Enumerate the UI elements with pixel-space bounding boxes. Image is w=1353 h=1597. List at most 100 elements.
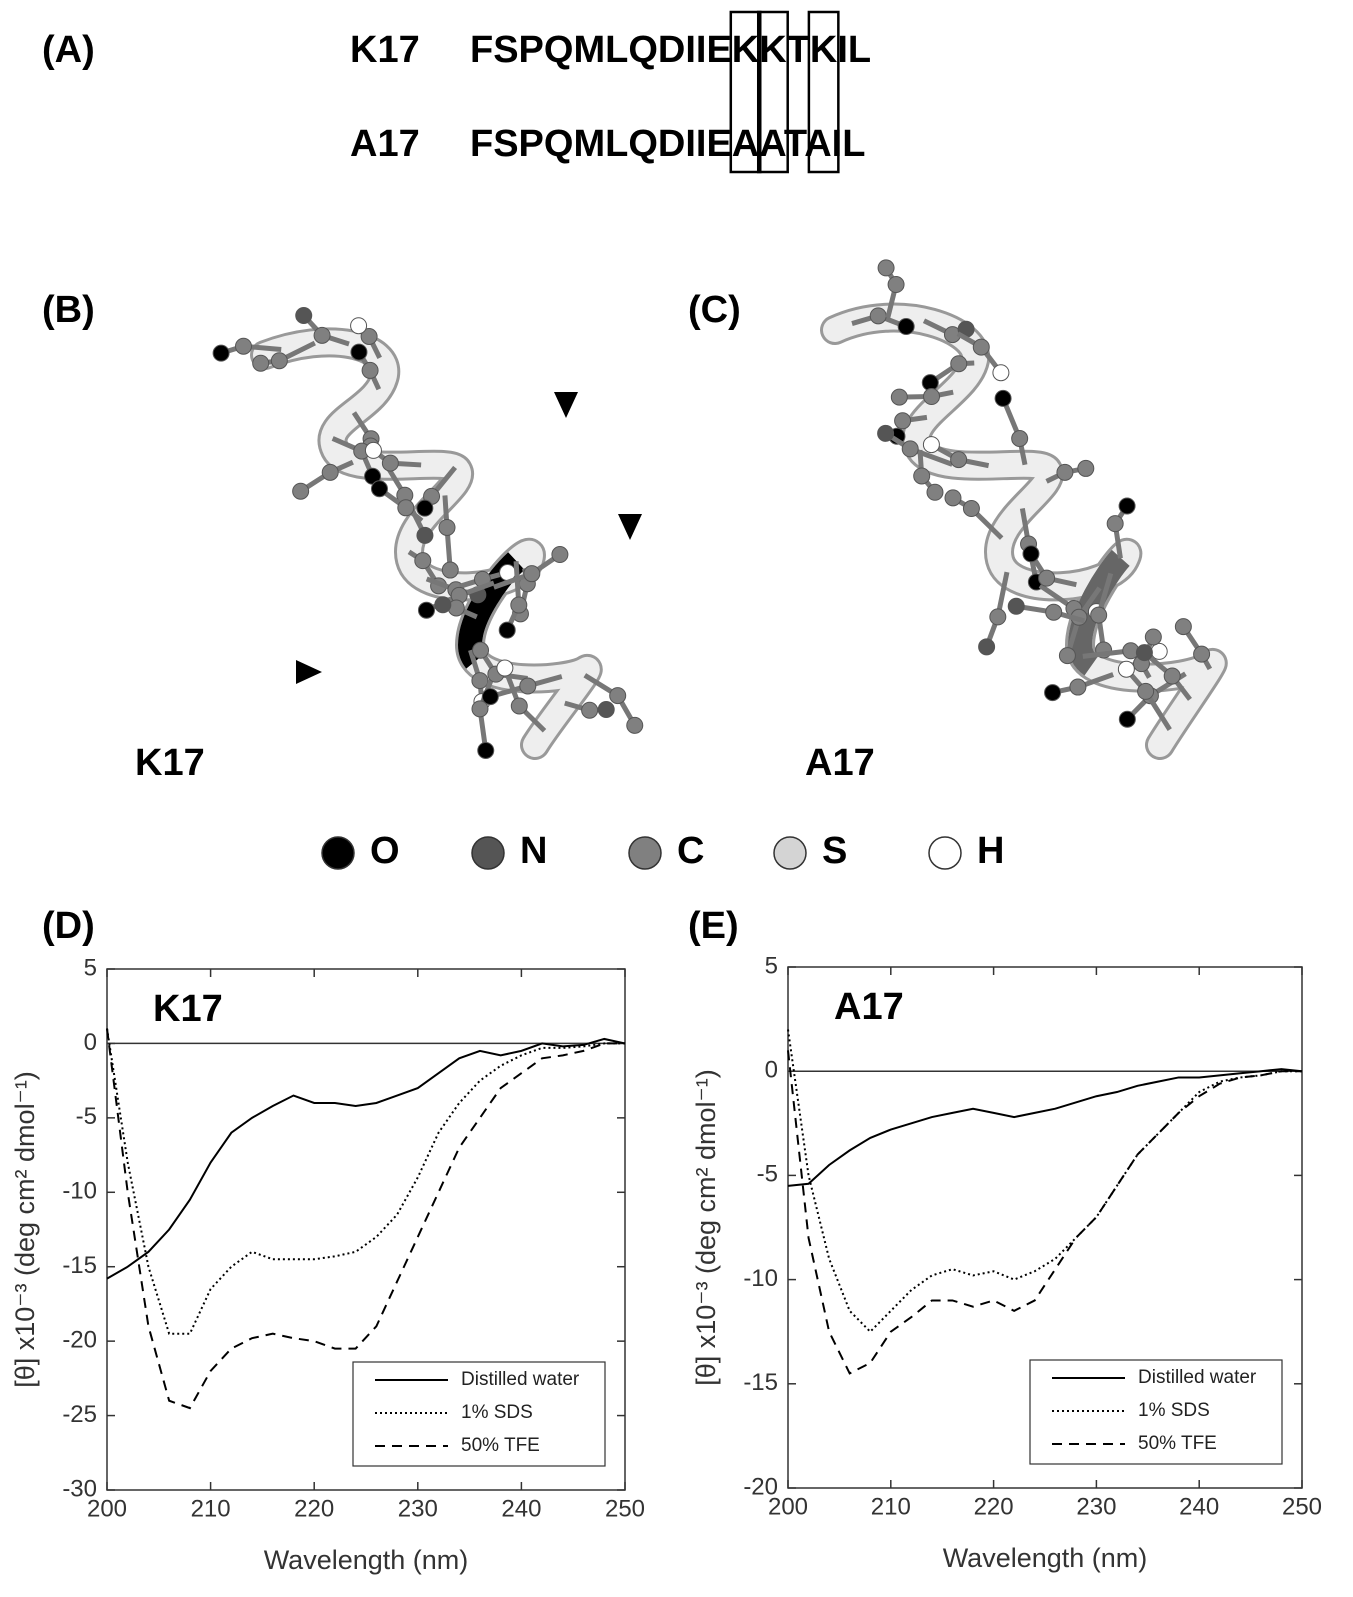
atom xyxy=(993,365,1009,381)
atom xyxy=(235,338,251,354)
x-tick-label: 220 xyxy=(294,1495,334,1522)
atom xyxy=(927,484,943,500)
atom xyxy=(923,437,939,453)
atom xyxy=(627,717,643,733)
atom xyxy=(1012,431,1028,447)
atom xyxy=(1164,668,1180,684)
series-line xyxy=(107,1029,625,1409)
x-tick-label: 220 xyxy=(974,1493,1014,1520)
atom xyxy=(1175,619,1191,635)
atom xyxy=(1046,604,1062,620)
atom xyxy=(924,389,940,405)
series-line xyxy=(788,1050,1302,1373)
atom xyxy=(891,389,907,405)
atom xyxy=(417,527,433,543)
legend-label: Distilled water xyxy=(1138,1367,1257,1388)
arrowhead xyxy=(296,660,322,684)
atom xyxy=(472,673,488,689)
atom xyxy=(1039,570,1055,586)
atom xyxy=(322,464,338,480)
atom xyxy=(253,355,269,371)
atom xyxy=(482,689,498,705)
legend-label: 1% SDS xyxy=(1138,1400,1210,1421)
atom xyxy=(213,345,229,361)
sequence: FSPQMLQDIIEKKTKIL xyxy=(470,29,871,71)
atom xyxy=(1138,683,1154,699)
figure: (A) K17 FSPQMLQDIIEKKTKIL A17 FSPQMLQDII… xyxy=(0,0,1353,1597)
atom xyxy=(995,390,1011,406)
atom xyxy=(1070,679,1086,695)
atom xyxy=(898,319,914,335)
atom xyxy=(1107,516,1123,532)
sequence-name: K17 xyxy=(350,29,420,71)
atom xyxy=(435,597,451,613)
sequence: FSPQMLQDIIEAATAIL xyxy=(470,123,865,165)
atom xyxy=(1145,629,1161,645)
atom xyxy=(945,490,961,506)
atom xyxy=(951,356,967,372)
atom xyxy=(524,566,540,582)
legend-label: H xyxy=(977,830,1004,872)
atom xyxy=(439,519,455,535)
atom xyxy=(1091,607,1107,623)
atom xyxy=(1059,648,1075,664)
atom xyxy=(371,481,387,497)
panel-label: (B) xyxy=(42,289,95,331)
atom xyxy=(473,642,489,658)
y-tick-label: -25 xyxy=(62,1401,97,1428)
atom xyxy=(314,327,330,343)
atom xyxy=(415,553,431,569)
series-line xyxy=(107,1029,625,1334)
arrowhead xyxy=(554,392,578,418)
legend-swatch xyxy=(629,837,661,869)
y-axis-label: [θ] x10⁻³ (deg cm² dmol⁻¹) xyxy=(10,1071,40,1388)
legend-swatch xyxy=(322,837,354,869)
structure xyxy=(835,260,1213,745)
x-tick-label: 240 xyxy=(501,1495,541,1522)
x-tick-label: 240 xyxy=(1179,1493,1219,1520)
y-tick-label: 0 xyxy=(765,1057,778,1084)
legend-label: S xyxy=(822,830,847,872)
x-tick-label: 250 xyxy=(1282,1493,1322,1520)
legend-swatch xyxy=(929,837,961,869)
atom xyxy=(511,698,527,714)
atom xyxy=(271,353,287,369)
legend-label: N xyxy=(520,830,547,872)
atom xyxy=(878,425,894,441)
structure-name: A17 xyxy=(805,742,875,784)
series-line xyxy=(107,1039,625,1279)
atom xyxy=(1008,598,1024,614)
sequence-name: A17 xyxy=(350,123,420,165)
y-tick-label: -5 xyxy=(757,1161,778,1188)
atom xyxy=(1078,460,1094,476)
atom xyxy=(497,660,513,676)
atom xyxy=(902,441,918,457)
panel-label: (A) xyxy=(42,29,95,71)
atom xyxy=(870,308,886,324)
legend-label: 50% TFE xyxy=(1138,1433,1217,1454)
atom xyxy=(582,702,598,718)
structure xyxy=(213,307,643,758)
atom xyxy=(351,344,367,360)
x-tick-label: 200 xyxy=(87,1495,127,1522)
atom xyxy=(610,688,626,704)
atom xyxy=(351,318,367,334)
x-axis-label: Wavelength (nm) xyxy=(943,1543,1148,1573)
atom xyxy=(1151,643,1167,659)
legend-label: O xyxy=(370,830,400,872)
atom xyxy=(1119,711,1135,727)
atom xyxy=(895,413,911,429)
legend-label: C xyxy=(677,830,704,872)
y-axis-label: [θ] x10⁻³ (deg cm² dmol⁻¹) xyxy=(691,1069,721,1386)
y-tick-label: -5 xyxy=(76,1103,97,1130)
x-tick-label: 210 xyxy=(191,1495,231,1522)
y-tick-label: -10 xyxy=(743,1265,778,1292)
chart-label: K17 xyxy=(153,988,223,1030)
x-axis-label: Wavelength (nm) xyxy=(264,1545,469,1575)
y-tick-label: -10 xyxy=(62,1178,97,1205)
atom xyxy=(973,339,989,355)
atom xyxy=(293,483,309,499)
legend-swatch xyxy=(472,837,504,869)
series-line xyxy=(788,1069,1302,1186)
structure-name: K17 xyxy=(135,742,205,784)
